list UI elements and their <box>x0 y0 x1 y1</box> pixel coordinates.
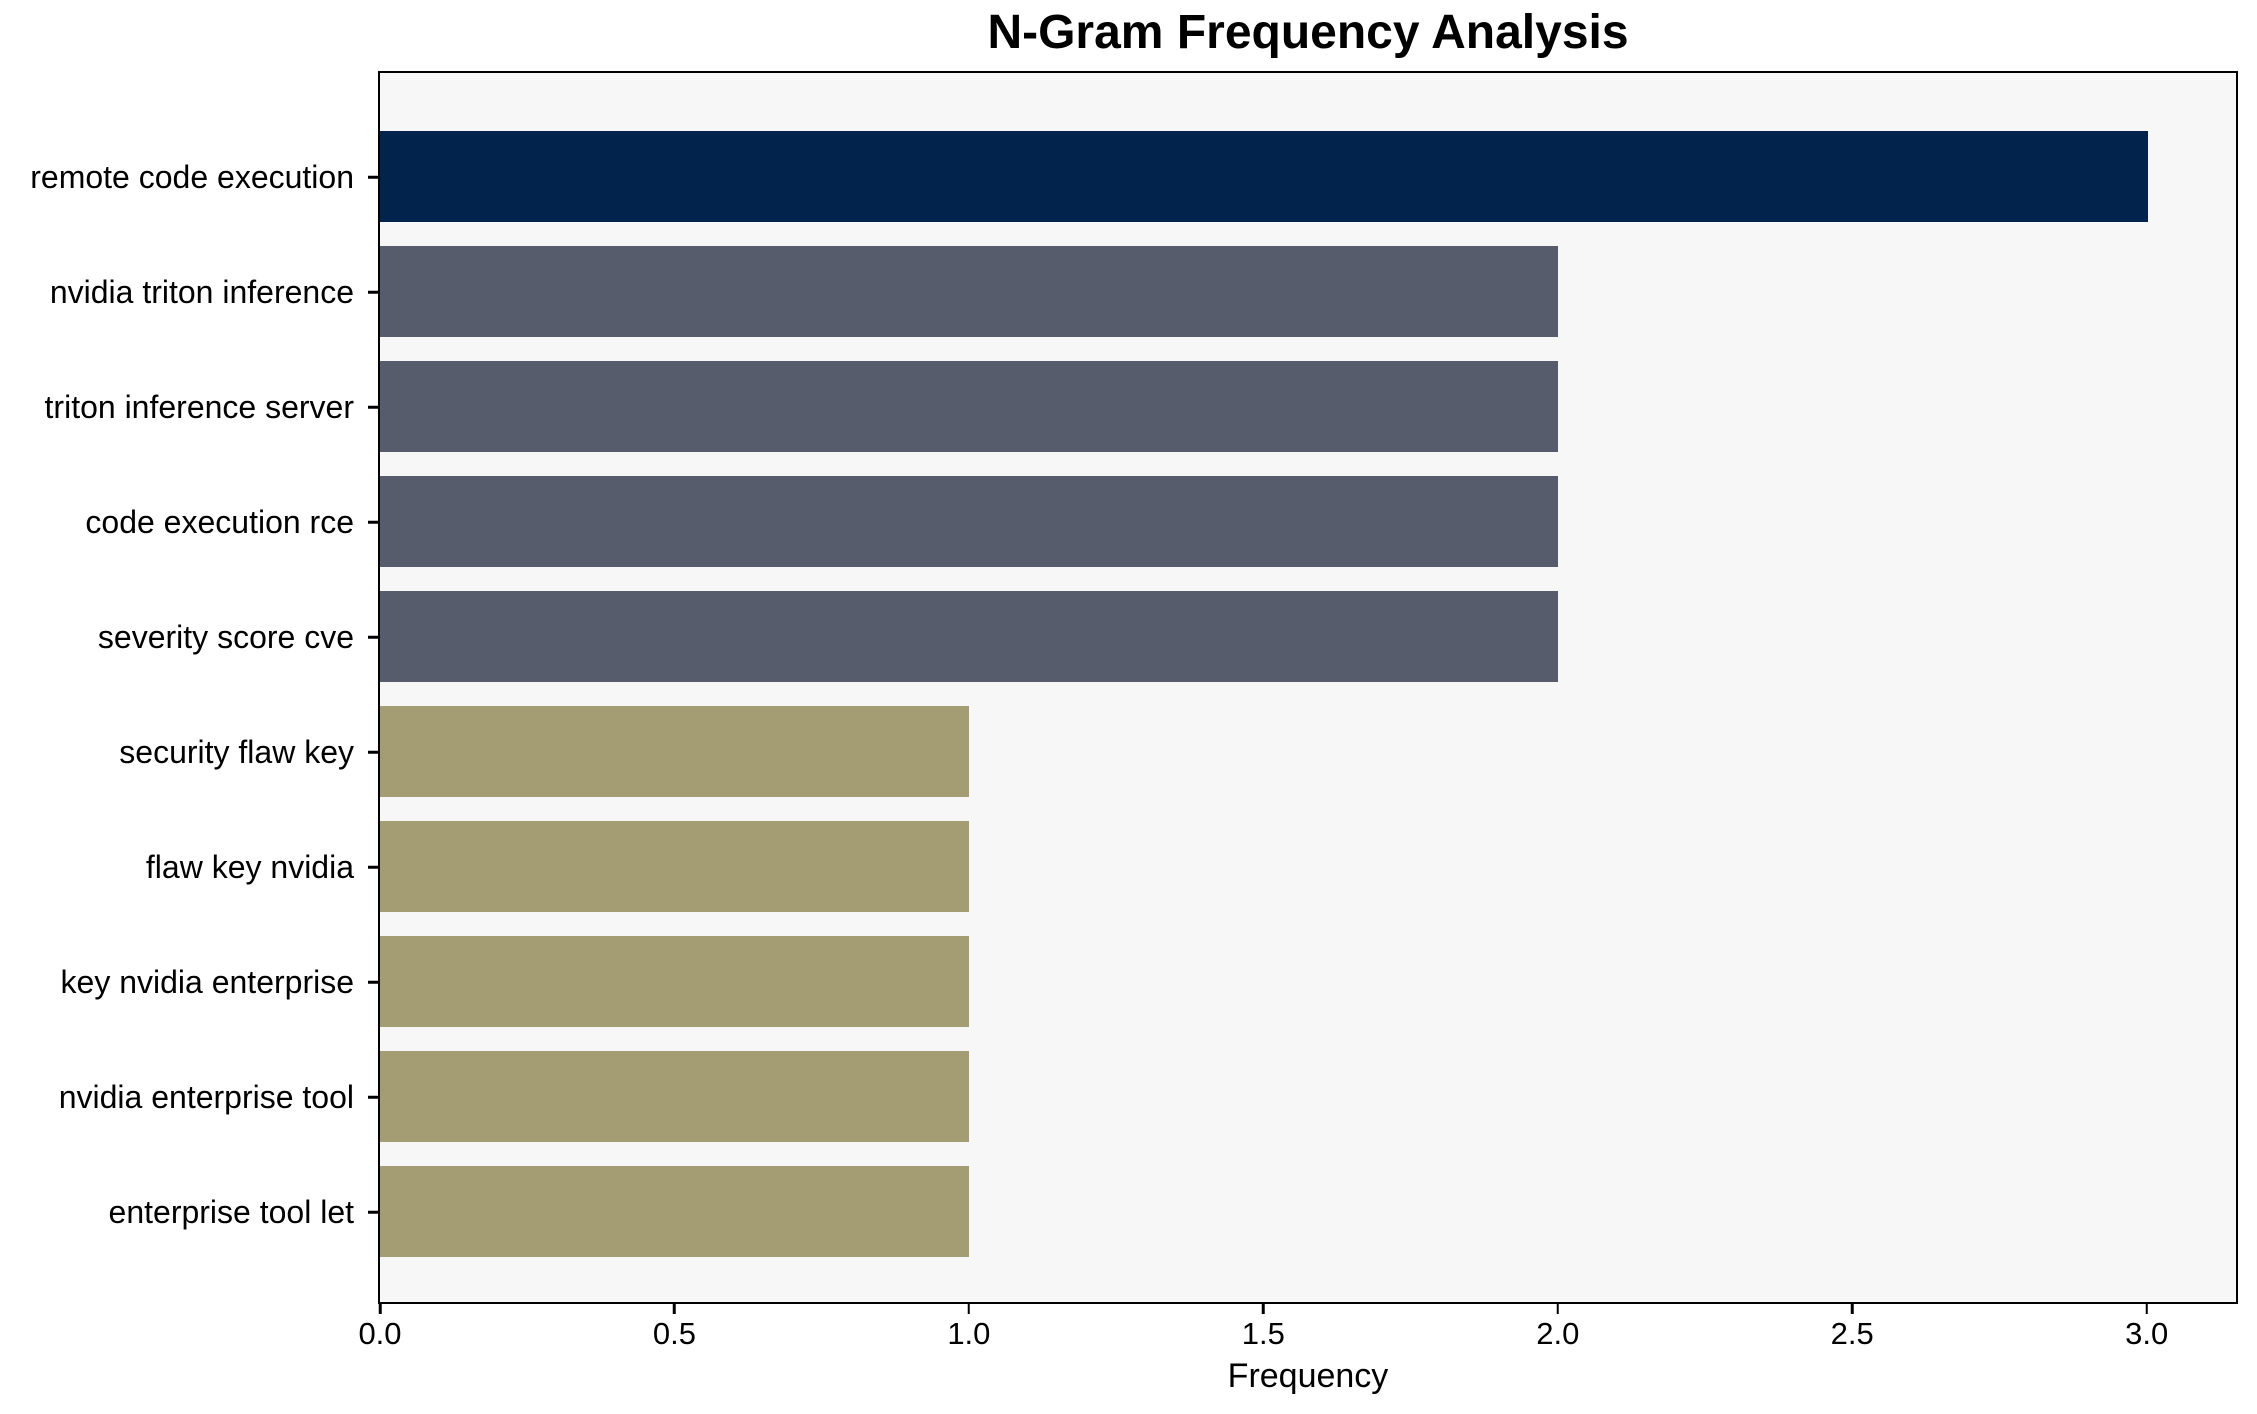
bar <box>380 131 2148 222</box>
x-tick-mark <box>378 1303 382 1314</box>
y-tick-label: security flaw key <box>119 734 354 770</box>
x-tick-label: 1.0 <box>947 1316 991 1351</box>
bar <box>380 821 970 912</box>
bar <box>380 361 1559 452</box>
x-tick-mark <box>967 1303 971 1314</box>
x-tick-mark <box>1262 1303 1265 1314</box>
bar <box>380 476 1559 567</box>
bar <box>380 246 1559 337</box>
x-tick-label: 2.5 <box>1830 1316 1874 1351</box>
bar <box>380 706 970 797</box>
y-tick-mark <box>368 1095 378 1099</box>
y-tick-label: key nvidia enterprise <box>60 964 354 1000</box>
chart-title: N-Gram Frequency Analysis <box>987 6 1629 59</box>
x-tick-mark <box>1556 1303 1560 1314</box>
y-tick-mark <box>368 405 378 409</box>
y-tick-label: enterprise tool let <box>108 1194 354 1230</box>
y-tick-label: triton inference server <box>44 389 354 425</box>
y-tick-label: code execution rce <box>85 504 354 540</box>
y-tick-label: flaw key nvidia <box>145 849 354 885</box>
y-tick-label: nvidia enterprise tool <box>58 1079 354 1115</box>
y-tick-mark <box>368 635 378 639</box>
y-tick-mark <box>368 520 378 524</box>
x-tick-mark <box>1850 1303 1854 1314</box>
y-tick-mark <box>368 980 378 984</box>
y-tick-label: nvidia triton inference <box>49 274 354 310</box>
y-tick-mark <box>368 290 378 294</box>
x-tick-label: 0.5 <box>652 1316 696 1351</box>
y-tick-label: severity score cve <box>97 619 354 655</box>
x-tick-label: 2.0 <box>1536 1316 1580 1351</box>
y-tick-mark <box>368 1210 378 1214</box>
x-tick-mark <box>673 1303 676 1314</box>
x-tick-label: 0.0 <box>358 1316 402 1351</box>
x-axis-title: Frequency <box>1227 1357 1389 1395</box>
y-tick-mark <box>368 865 378 869</box>
y-tick-label: remote code execution <box>30 159 354 195</box>
x-tick-mark <box>2145 1303 2148 1314</box>
x-tick-label: 1.5 <box>1241 1316 1285 1351</box>
plot-area <box>378 71 2238 1304</box>
bar <box>380 591 1559 682</box>
y-tick-mark <box>368 175 378 179</box>
bar <box>380 936 970 1027</box>
bar <box>380 1166 970 1257</box>
y-tick-mark <box>368 750 378 754</box>
x-tick-label: 3.0 <box>2125 1316 2169 1351</box>
bar <box>380 1051 970 1142</box>
